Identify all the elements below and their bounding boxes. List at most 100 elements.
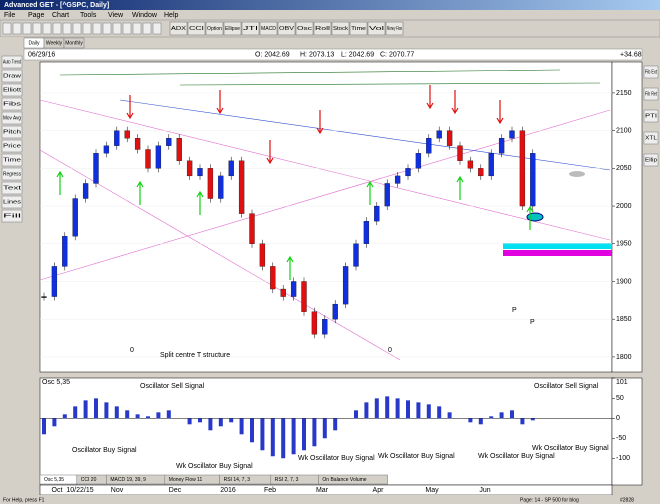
menu-item[interactable]: View (108, 12, 124, 19)
tab[interactable] (63, 37, 85, 49)
tool-button[interactable] (1, 83, 23, 97)
toolbar-button[interactable] (205, 21, 224, 36)
tool-button[interactable] (643, 109, 659, 123)
candle (394, 175, 401, 184)
status-help: For Help, press F1 (3, 497, 45, 503)
osc-axis (611, 377, 643, 486)
candle (41, 296, 47, 298)
toolbar-button[interactable] (313, 21, 332, 36)
toolbar-icon[interactable] (122, 22, 132, 35)
tool-button[interactable] (1, 153, 23, 167)
toolbar-icon[interactable] (52, 22, 62, 35)
toolbar-icon[interactable] (72, 22, 82, 35)
toolbar-button[interactable] (223, 21, 242, 36)
toolbar-icon[interactable] (92, 22, 102, 35)
candle (322, 319, 328, 335)
annotation: Wk Oscillator Buy Signal (478, 453, 555, 460)
trendlines (39, 69, 611, 361)
trendline (39, 109, 611, 281)
tool-button[interactable] (1, 111, 23, 125)
toolbar-button[interactable] (367, 21, 386, 36)
osc-bar (73, 406, 78, 419)
toolbar-button[interactable] (259, 21, 278, 36)
tool-button[interactable] (1, 125, 23, 139)
osc-bar (354, 410, 358, 419)
tool-button[interactable] (1, 55, 23, 69)
chart-header (23, 48, 643, 61)
candle (249, 213, 255, 244)
tool-button[interactable] (1, 181, 23, 195)
candle (270, 266, 276, 290)
menu-item[interactable]: Chart (52, 12, 69, 19)
toolbar-icon[interactable] (2, 22, 12, 35)
y-tick-label: 50 (616, 395, 624, 402)
menu-item[interactable]: Window (132, 12, 158, 19)
panel-tab[interactable] (318, 474, 388, 485)
trendline (39, 99, 611, 241)
menu-item[interactable]: Help (164, 12, 179, 19)
osc-bar (94, 398, 98, 419)
menu-item[interactable]: Page (28, 12, 44, 19)
toolbar-label: Roll (315, 26, 330, 32)
x-tick-label: 10/22/15 (66, 487, 93, 494)
x-tick-label: May (425, 487, 439, 494)
tool-button[interactable] (643, 87, 659, 101)
signal-arrow (286, 255, 294, 280)
toolbar-icon[interactable] (112, 22, 122, 35)
toolbar-button[interactable] (187, 21, 206, 36)
toolbar-label: Vol (369, 26, 384, 32)
toolbar-icon[interactable] (22, 22, 32, 35)
annotation: Wk Oscillator Buy Signal (378, 453, 455, 460)
y-tick-label: 101 (616, 379, 628, 386)
tool-button[interactable] (1, 167, 23, 181)
annotation: Oscillator Sell Signal (140, 383, 205, 390)
x-tick-label: Nov (111, 487, 124, 494)
toolbar-icon[interactable] (152, 22, 162, 35)
toolbar-icon[interactable] (42, 22, 52, 35)
toolbar-button[interactable] (277, 21, 296, 36)
header-low: L: 2042.69 (341, 51, 374, 58)
trendline (59, 69, 561, 76)
candle (72, 198, 78, 237)
candle (228, 160, 234, 177)
tool-button[interactable] (1, 97, 23, 111)
annotation: P (512, 307, 517, 314)
tool-button[interactable] (1, 209, 23, 223)
osc-bar (530, 418, 535, 421)
tool-button[interactable] (643, 65, 659, 79)
tool-label: Price (3, 143, 21, 149)
toolbar-button[interactable] (295, 21, 314, 36)
osc-bar (187, 418, 192, 425)
header-open: O: 2042.69 (255, 51, 290, 58)
tool-label: Draw (3, 73, 22, 79)
candle (93, 153, 99, 184)
toolbar-icon[interactable] (142, 22, 152, 35)
candle (134, 138, 141, 150)
menu-item[interactable]: File (4, 12, 15, 19)
toolbar-button[interactable] (169, 21, 188, 36)
toolbar-button[interactable] (241, 21, 260, 36)
tool-button[interactable] (1, 195, 23, 209)
toolbar-button[interactable] (349, 21, 368, 36)
toolbar-icon[interactable] (82, 22, 92, 35)
osc-bar (166, 410, 171, 419)
tool-button[interactable] (1, 69, 23, 83)
toolbar-button[interactable] (331, 21, 350, 36)
toolbar-label: JTI (243, 26, 258, 32)
tool-button[interactable] (643, 131, 659, 145)
osc-bar (52, 418, 57, 427)
tool-label: Ellip (645, 157, 657, 163)
tool-label: Regress (3, 171, 21, 177)
tool-button[interactable] (1, 139, 23, 153)
toolbar-label: Stock (333, 26, 349, 32)
toolbar-icon[interactable] (32, 22, 42, 35)
tool-button[interactable] (643, 153, 659, 167)
menu-item[interactable]: Tools (80, 12, 97, 19)
panel-tab-label: RSI 14, 7, 3 (224, 477, 251, 483)
toolbar-button[interactable] (385, 21, 404, 36)
toolbar-icon[interactable] (12, 22, 22, 35)
toolbar-icon[interactable] (102, 22, 112, 35)
toolbar-icon[interactable] (132, 22, 142, 35)
toolbar-icon[interactable] (62, 22, 72, 35)
x-tick-label: Jun (479, 487, 490, 494)
